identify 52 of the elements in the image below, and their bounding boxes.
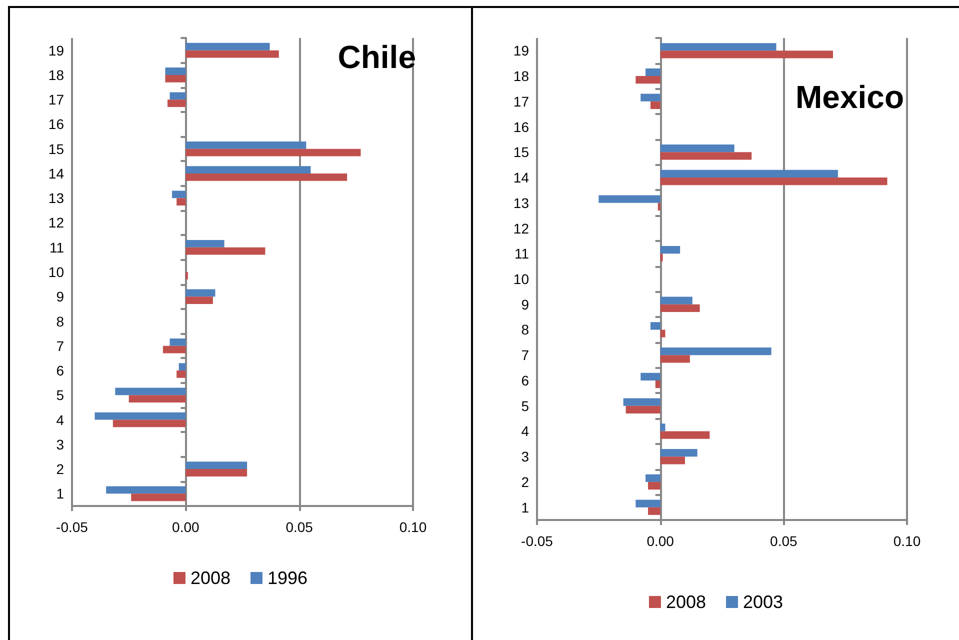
y-tick-label: 1 bbox=[521, 499, 530, 516]
y-tick-label: 3 bbox=[521, 448, 530, 465]
y-tick-label: 12 bbox=[513, 220, 530, 236]
y-tick-label: 14 bbox=[48, 165, 64, 182]
y-tick-label: 7 bbox=[521, 347, 530, 364]
x-tick-label: 0.05 bbox=[770, 533, 798, 549]
x-tick-label: 0.10 bbox=[399, 519, 427, 535]
x-tick-label: 0.00 bbox=[172, 519, 200, 535]
x-tick-label: -0.05 bbox=[521, 533, 554, 549]
y-tick-label: 6 bbox=[56, 362, 64, 379]
y-tick-label: 15 bbox=[48, 140, 64, 157]
y-tick-label: 11 bbox=[49, 239, 64, 256]
chart-title: Chile bbox=[338, 39, 416, 75]
y-tick-label: 7 bbox=[56, 338, 64, 354]
x-tick-label: 0.00 bbox=[646, 533, 674, 549]
y-tick-label: 9 bbox=[56, 288, 64, 305]
legend-label: 2008 bbox=[666, 592, 706, 612]
y-tick-label: 10 bbox=[48, 264, 64, 280]
y-tick-label: 6 bbox=[521, 372, 530, 388]
y-tick-label: 4 bbox=[521, 423, 530, 440]
y-tick-label: 18 bbox=[513, 68, 530, 84]
y-tick-label: 8 bbox=[56, 313, 64, 330]
x-tick-label: 0.05 bbox=[286, 519, 314, 535]
y-tick-label: 3 bbox=[56, 436, 64, 452]
y-tick-label: 13 bbox=[513, 194, 530, 211]
legend-label: 2008 bbox=[190, 568, 231, 588]
x-tick-label: -0.05 bbox=[56, 519, 88, 535]
y-tick-label: 12 bbox=[48, 214, 64, 231]
y-tick-label: 19 bbox=[48, 42, 64, 58]
y-tick-label: 8 bbox=[521, 322, 530, 338]
y-tick-label: 19 bbox=[513, 42, 530, 59]
y-tick-label: 11 bbox=[514, 246, 530, 262]
y-tick-label: 1 bbox=[56, 486, 64, 502]
y-tick-label: 10 bbox=[513, 271, 530, 287]
x-tick-label: 0.10 bbox=[893, 533, 921, 549]
y-tick-label: 4 bbox=[56, 412, 64, 428]
y-tick-label: 18 bbox=[48, 66, 64, 83]
text: Mexico bbox=[796, 79, 904, 115]
y-tick-label: 15 bbox=[513, 144, 530, 160]
y-tick-label: 9 bbox=[521, 296, 530, 312]
y-tick-label: 16 bbox=[513, 118, 530, 135]
legend-label: 2003 bbox=[743, 592, 784, 612]
y-tick-label: 2 bbox=[56, 461, 64, 478]
y-tick-label: 2 bbox=[521, 474, 530, 490]
y-tick-label: 17 bbox=[48, 92, 64, 108]
y-tick-label: 13 bbox=[48, 190, 64, 206]
y-tick-label: 5 bbox=[56, 387, 64, 404]
legend-label: 1996 bbox=[268, 568, 308, 588]
y-tick-label: 5 bbox=[521, 398, 530, 414]
y-tick-label: 14 bbox=[513, 170, 530, 186]
y-tick-label: 17 bbox=[513, 93, 530, 110]
y-tick-label: 16 bbox=[48, 116, 64, 132]
